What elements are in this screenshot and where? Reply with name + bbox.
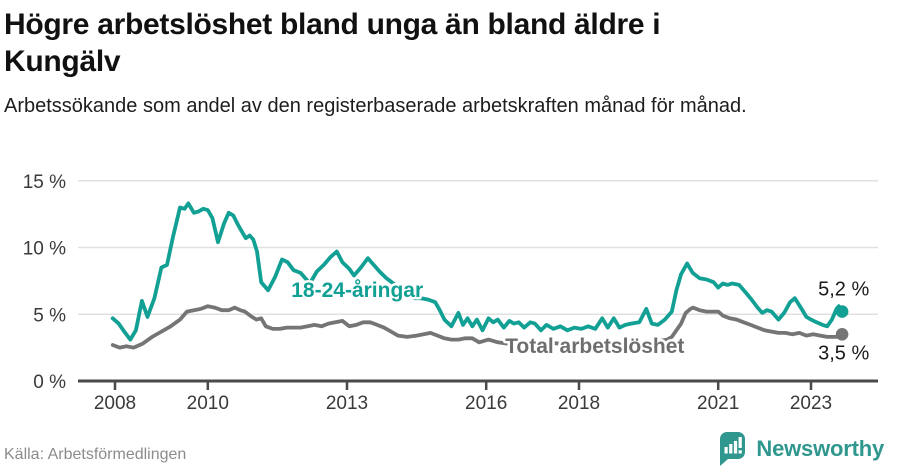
- series-label: 18-24-åringar: [291, 279, 423, 302]
- chart-header: Högre arbetslöshet bland unga än bland ä…: [4, 6, 896, 120]
- logo-bar-tall: [734, 441, 738, 454]
- series-label: Total arbetslöshet: [505, 335, 684, 358]
- x-tick-label: 2018: [558, 393, 600, 414]
- series-end-value: 3,5 %: [818, 342, 869, 364]
- line-chart: 0 % 5 % 10 % 15 % 2008 2010 2013 2016 2018 2021 20…: [0, 160, 900, 426]
- series-end-value: 5,2 %: [818, 279, 869, 301]
- logo-bar-small: [724, 447, 729, 454]
- logo-bar-medium: [729, 444, 733, 454]
- newsworthy-brand: Newsworthy: [717, 432, 884, 466]
- logo-exclamation-dot: [739, 450, 743, 454]
- brand-name: Newsworthy: [756, 436, 884, 461]
- y-tick-label: 15 %: [23, 172, 66, 193]
- series-line-total: [110, 304, 844, 350]
- x-tick-label: 2016: [465, 393, 507, 414]
- y-tick-label: 0 %: [33, 372, 66, 393]
- x-tick-label: 2010: [187, 393, 229, 414]
- x-tick-label: 2008: [94, 393, 136, 414]
- chart-svg: 0 % 5 % 10 % 15 % 2008 2010 2013 2016 2018 2021 20…: [23, 172, 878, 414]
- x-tick-label: 2021: [697, 393, 739, 414]
- page-title: Högre arbetslöshet bland unga än bland ä…: [4, 8, 661, 78]
- page-subtitle: Arbetssökande som andel av den registerb…: [4, 95, 747, 117]
- x-tick-label: 2013: [326, 393, 368, 414]
- x-tick-label: 2023: [790, 393, 832, 414]
- chart-footer: Källa: Arbetsförmedlingen Newsworthy: [0, 430, 900, 474]
- newsworthy-logo-icon: [720, 432, 746, 466]
- y-tick-label: 10 %: [23, 239, 66, 260]
- series-line-young: [110, 201, 844, 342]
- y-tick-label: 5 %: [33, 305, 66, 326]
- logo-exclamation-stem: [739, 437, 743, 448]
- series-end-dot: [835, 327, 849, 341]
- series-end-dot: [835, 305, 849, 318]
- source-note: Källa: Arbetsförmedlingen: [4, 446, 187, 463]
